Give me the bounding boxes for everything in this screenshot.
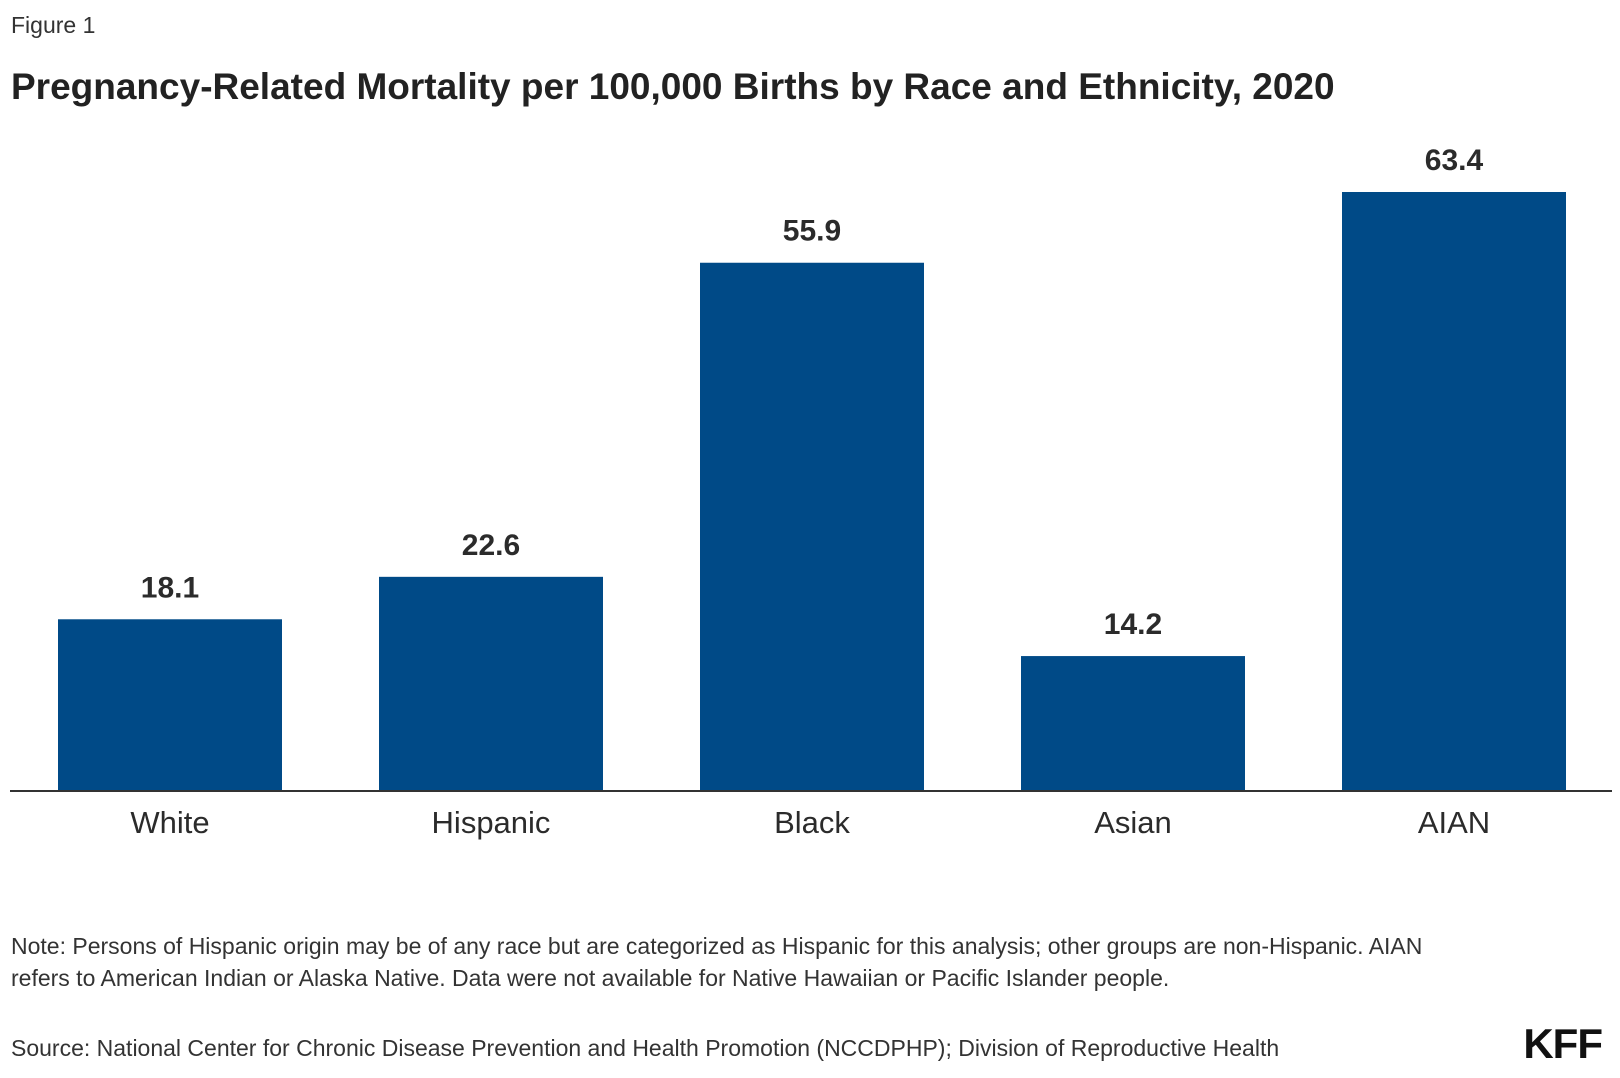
chart-source: Source: National Center for Chronic Dise… bbox=[11, 1035, 1280, 1061]
chart-note: Note: Persons of Hispanic origin may be … bbox=[11, 933, 1423, 991]
kff-logo: KFF bbox=[1523, 1020, 1603, 1067]
chart-title: Pregnancy-Related Mortality per 100,000 … bbox=[11, 66, 1335, 107]
category-label-hispanic: Hispanic bbox=[432, 805, 551, 840]
category-labels-layer: White Hispanic Black Asian AIAN bbox=[130, 805, 1490, 840]
category-label-white: White bbox=[130, 805, 209, 840]
category-label-black: Black bbox=[774, 805, 850, 840]
category-label-aian: AIAN bbox=[1418, 805, 1490, 840]
category-label-asian: Asian bbox=[1094, 805, 1172, 840]
bar-asian bbox=[1021, 656, 1245, 790]
value-labels-layer: 18.1 22.6 55.9 14.2 63.4 bbox=[141, 144, 1484, 641]
value-label-black: 55.9 bbox=[783, 215, 841, 248]
figure-label: Figure 1 bbox=[11, 12, 96, 38]
bar-hispanic bbox=[379, 576, 603, 790]
value-label-asian: 14.2 bbox=[1104, 608, 1162, 641]
bar-white bbox=[58, 619, 282, 790]
bar-aian bbox=[1342, 192, 1566, 790]
value-label-aian: 63.4 bbox=[1425, 144, 1484, 177]
value-label-white: 18.1 bbox=[141, 571, 199, 604]
bar-black bbox=[700, 262, 924, 790]
value-label-hispanic: 22.6 bbox=[462, 529, 520, 562]
bar-chart: 18.1 22.6 55.9 14.2 63.4 White Hispanic Black A… bbox=[10, 144, 1612, 840]
bars-layer bbox=[58, 192, 1566, 790]
